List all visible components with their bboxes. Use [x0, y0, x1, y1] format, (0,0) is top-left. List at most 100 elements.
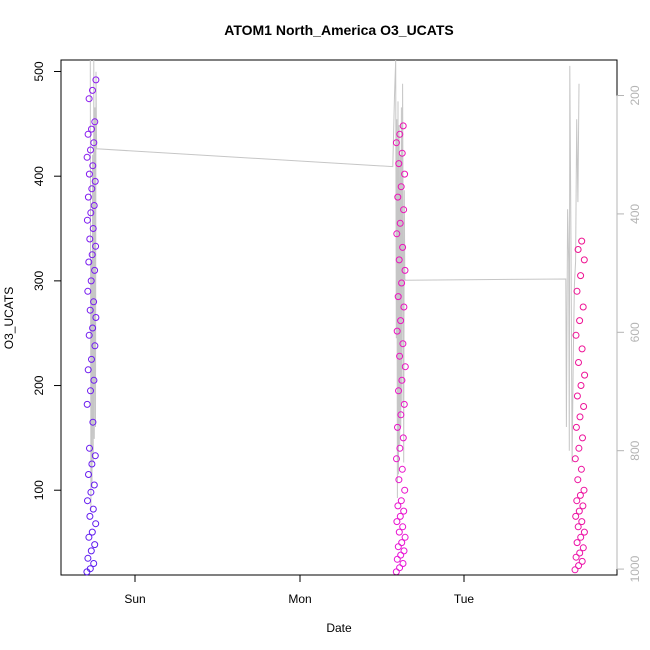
data-point: [576, 317, 584, 325]
data-point: [399, 243, 407, 251]
y-tick-label: 500: [32, 61, 46, 81]
data-point: [88, 355, 95, 363]
data-point: [399, 523, 407, 531]
data-point: [399, 122, 407, 130]
data-point: [395, 528, 403, 536]
data-point: [394, 423, 401, 431]
data-point: [84, 554, 92, 562]
data-point: [400, 400, 408, 408]
data-point: [578, 557, 586, 565]
data-point: [580, 486, 588, 494]
data-point: [91, 541, 99, 549]
data-point: [92, 520, 100, 528]
data-point: [88, 251, 96, 259]
data-point: [88, 125, 95, 133]
data-point: [396, 219, 404, 227]
right-tick-label: 800: [628, 440, 642, 460]
data-point: [580, 528, 588, 536]
right-tick-label: 1000: [628, 555, 642, 582]
secondary-line-layer: [89, 59, 580, 510]
data-point: [397, 497, 405, 505]
data-point: [392, 139, 400, 147]
data-point: [400, 547, 408, 555]
data-point: [395, 256, 403, 264]
data-point: [87, 209, 95, 217]
data-point: [83, 400, 91, 408]
x-axis-label: Date: [326, 621, 352, 635]
data-point: [573, 392, 581, 400]
data-point: [396, 444, 404, 452]
data-point: [399, 434, 407, 442]
right-tick-label: 200: [628, 85, 642, 105]
data-point: [576, 491, 584, 499]
data-point: [393, 555, 401, 563]
data-point: [578, 518, 586, 526]
data-point: [579, 303, 587, 311]
data-point: [397, 183, 405, 191]
data-point: [574, 523, 582, 531]
data-point: [577, 272, 585, 280]
data-point: [401, 363, 409, 371]
data-point: [84, 130, 92, 138]
data-point: [87, 488, 95, 496]
data-point: [397, 317, 405, 325]
data-point: [395, 160, 403, 168]
data-point: [393, 518, 401, 526]
data-point: [571, 566, 579, 574]
data-point: [577, 533, 585, 541]
data-point: [87, 547, 95, 555]
plot-frame: [60, 59, 618, 576]
data-point: [572, 512, 580, 520]
data-point: [90, 481, 98, 489]
data-point: [89, 225, 97, 232]
data-point: [392, 568, 400, 576]
data-point: [92, 76, 100, 84]
data-point: [573, 539, 581, 547]
data-point: [398, 539, 406, 547]
data-point: [398, 279, 406, 287]
data-point: [395, 476, 403, 484]
data-point: [89, 505, 97, 513]
data-point: [90, 202, 98, 209]
data-point: [397, 551, 405, 559]
data-point: [89, 162, 97, 170]
data-point: [88, 528, 96, 536]
data-point: [575, 359, 582, 366]
right-y-axis: 200 400 600 800 1000: [616, 85, 642, 582]
data-point: [393, 455, 400, 463]
data-point: [394, 193, 402, 201]
data-point: [90, 298, 98, 306]
y-tick-label: 300: [32, 271, 46, 291]
data-point: [395, 387, 402, 395]
data-point: [579, 434, 586, 442]
data-point: [89, 324, 97, 332]
data-point: [400, 303, 408, 311]
data-point: [85, 331, 93, 339]
data-point: [400, 206, 408, 214]
x-tick-label: Sun: [124, 592, 145, 606]
data-point: [91, 177, 99, 185]
data-point: [84, 497, 91, 505]
data-point: [573, 497, 581, 505]
data-point: [86, 306, 94, 314]
data-point: [91, 342, 99, 350]
data-point: [398, 376, 406, 384]
data-point: [394, 543, 402, 551]
data-point: [83, 216, 91, 224]
data-point: [572, 553, 580, 561]
data-point: [401, 170, 409, 178]
data-point: [85, 258, 93, 266]
y-axis-label: O3_UCATS: [2, 287, 16, 349]
data-point: [574, 246, 582, 253]
data-point: [394, 502, 402, 510]
x-tick-label: Mon: [288, 592, 311, 606]
chart-title: ATOM1 North_America O3_UCATS: [224, 22, 454, 38]
data-point: [90, 376, 98, 384]
y-tick-label: 100: [32, 480, 46, 500]
data-point: [571, 455, 579, 463]
data-point: [84, 366, 92, 374]
data-point: [85, 95, 93, 103]
data-point: [400, 507, 408, 515]
right-tick-label: 600: [628, 322, 642, 342]
data-point: [577, 382, 585, 389]
